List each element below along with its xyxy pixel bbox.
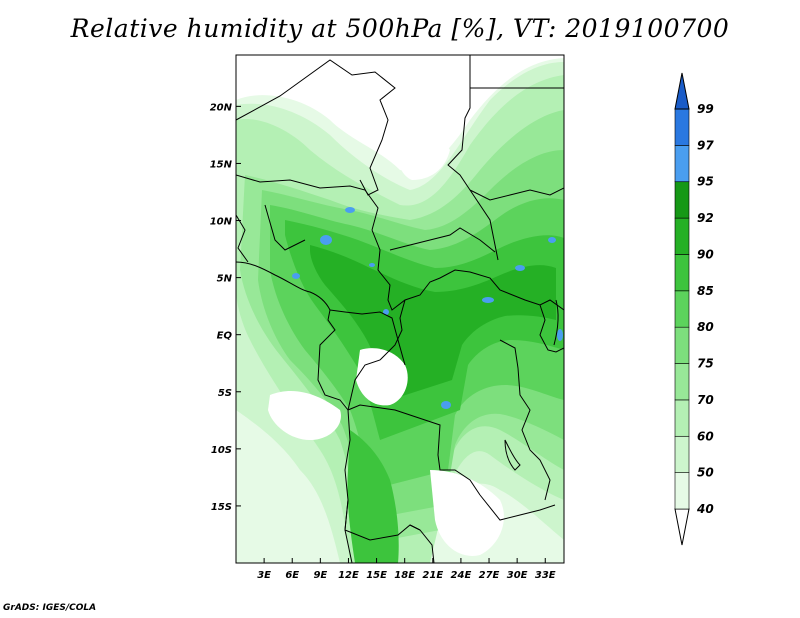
lat-tick-label: 15N (210, 159, 233, 170)
dry-patch (396, 128, 450, 180)
lon-tick-label: 9E (313, 570, 327, 581)
colorbar: 40 50 60 70 75 80 85 90 92 95 97 99 (674, 72, 714, 546)
colorbar-upper-arrow (674, 72, 690, 110)
saturated-pocket (292, 273, 300, 279)
humidity-shade-dark (347, 430, 399, 563)
saturated-pocket (548, 237, 556, 243)
colorbar-label: 60 (697, 429, 714, 443)
lat-tick-label: 20N (210, 102, 233, 113)
colorbar-swatch (674, 290, 690, 328)
saturated-pocket (320, 235, 332, 245)
lon-tick-label: 27E (479, 570, 500, 581)
border-line (389, 227, 496, 253)
lon-tick-label: 24E (451, 570, 472, 581)
colorbar-swatch (674, 399, 690, 437)
colorbar-label: 95 (697, 175, 714, 189)
lat-tick-label: 5N (217, 274, 233, 285)
border-line (469, 187, 564, 201)
border-line (329, 309, 406, 366)
saturated-pocket (557, 329, 563, 341)
map-title: Relative humidity at 500hPa [%], VT: 201… (70, 14, 730, 43)
colorbar-label: 75 (697, 357, 714, 371)
border-line (264, 204, 306, 251)
colorbar-lower-arrow (674, 508, 690, 546)
saturated-pocket (383, 309, 389, 315)
colorbar-swatch (674, 181, 690, 219)
border-line (371, 229, 564, 311)
lat-tick-label: 5S (218, 388, 232, 399)
border-line (447, 55, 499, 261)
country-borders (236, 55, 564, 563)
lat-tick-label: 10S (211, 445, 232, 456)
border-line (347, 299, 406, 411)
colorbar-swatch (674, 217, 690, 255)
lon-tick-label: 18E (394, 570, 415, 581)
lon-tick-label: 30E (507, 570, 528, 581)
lon-tick-label: 12E (338, 570, 359, 581)
humidity-field (236, 58, 564, 563)
colorbar-swatch (674, 145, 690, 183)
saturated-pocket (482, 297, 494, 303)
dry-patch (268, 390, 341, 440)
map-frame (235, 54, 565, 564)
border-line (409, 524, 435, 563)
border-line (236, 261, 349, 411)
border-line (553, 299, 559, 346)
saturated-pockets (292, 207, 563, 409)
colorbar-label: 50 (697, 466, 714, 480)
colorbar-label: 70 (697, 393, 714, 407)
colorbar-swatch (674, 472, 690, 510)
colorbar-label: 92 (697, 211, 714, 225)
lon-tick-label: 21E (422, 570, 443, 581)
lon-tick-label: 6E (285, 570, 299, 581)
grads-credit: GrADS: IGES/COLA (3, 603, 97, 613)
colorbar-label: 80 (697, 320, 714, 334)
lon-tick-label: 15E (366, 570, 387, 581)
border-line (539, 304, 564, 353)
lon-tick-label: 33E (535, 570, 556, 581)
colorbar-swatch (674, 326, 690, 364)
colorbar-swatch (674, 108, 690, 146)
border-line (236, 174, 379, 231)
border-line (344, 499, 353, 563)
colorbar-label: 85 (697, 284, 714, 298)
dry-patch (356, 348, 408, 406)
border-line (347, 404, 481, 496)
saturated-pocket (441, 401, 451, 409)
colorbar-swatch (674, 435, 690, 473)
lat-tick-label: 15S (211, 502, 232, 513)
colorbar-label: 99 (697, 102, 714, 116)
lon-tick-label: 3E (257, 570, 271, 581)
lat-tick-label: EQ (217, 331, 233, 342)
border-line (504, 439, 521, 471)
colorbar-label: 40 (696, 502, 714, 516)
border-line (479, 494, 556, 521)
longitude-axis: 3E 6E 9E 12E 15E 18E 21E 24E 27E 30E 33E (257, 558, 556, 581)
latitude-axis: 20N 15N 10N 5N EQ 5S 10S 15S (210, 102, 241, 513)
colorbar-label: 90 (697, 247, 714, 261)
saturated-pocket (369, 263, 375, 267)
colorbar-label: 97 (697, 138, 714, 152)
border-line (499, 339, 551, 501)
saturated-pocket (515, 265, 525, 271)
lat-tick-label: 10N (210, 217, 233, 228)
dry-patch (430, 470, 504, 556)
colorbar-swatch (674, 363, 690, 401)
border-line (236, 214, 249, 263)
saturated-pocket (345, 207, 355, 213)
border-line (236, 59, 396, 196)
colorbar-swatch (674, 254, 690, 292)
